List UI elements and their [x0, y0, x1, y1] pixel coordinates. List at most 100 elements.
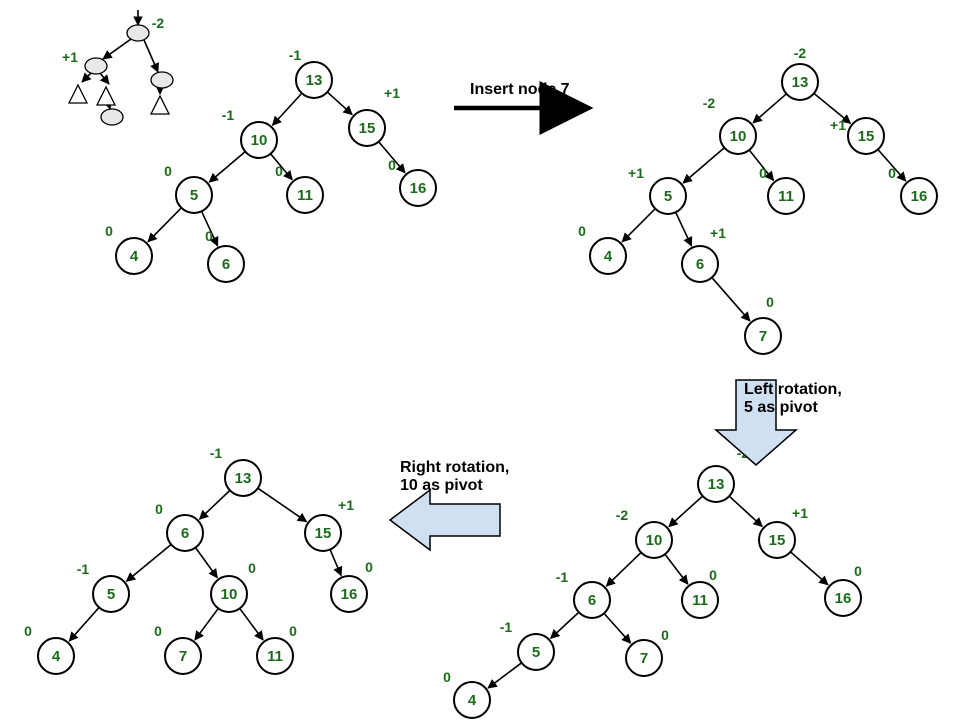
tree-edge — [195, 608, 218, 639]
node-value: 16 — [835, 590, 852, 607]
node-value: 15 — [315, 525, 332, 542]
node-value: 5 — [190, 187, 198, 204]
node-value: 11 — [778, 188, 794, 205]
node-value: 6 — [181, 525, 189, 542]
node-value: 5 — [664, 188, 672, 205]
balance-factor: +1 — [710, 225, 726, 241]
node-value: 4 — [52, 648, 61, 665]
tree-edge — [258, 488, 307, 521]
balance-factor: -1 — [77, 561, 90, 577]
balance-factor: 0 — [759, 165, 767, 181]
balance-factor: -1 — [500, 619, 513, 635]
tree-edge — [712, 278, 750, 321]
node-value: 10 — [730, 128, 747, 145]
balance-factor: 0 — [205, 228, 213, 244]
caption-right-rotation: Right rotation,10 as pivot — [400, 459, 509, 494]
node-value: 11 — [297, 187, 313, 204]
tree-edge — [622, 209, 655, 242]
tree-edge — [196, 548, 218, 578]
node-value: 6 — [696, 256, 704, 273]
tree-after-insert: 13-210-215+15+1110160406+170 — [578, 45, 937, 354]
abstract-edge — [82, 73, 91, 82]
balance-factor: -1 — [210, 445, 223, 461]
abstract-node — [101, 109, 123, 125]
caption-insert: Insert node 7 — [470, 81, 570, 98]
node-value: 4 — [604, 248, 613, 265]
node-value: 10 — [646, 532, 663, 549]
node-value: 13 — [708, 476, 725, 493]
node-value: 10 — [221, 586, 238, 603]
balance-factor: 0 — [388, 157, 396, 173]
node-value: 7 — [640, 650, 648, 667]
node-value: 16 — [911, 188, 928, 205]
balance-factor: +1 — [62, 49, 78, 65]
tree-edge — [200, 490, 230, 519]
balance-factor: -2 — [152, 15, 165, 31]
balance-factor: +1 — [338, 497, 354, 513]
abstract-edge — [144, 40, 158, 72]
balance-factor: 0 — [661, 627, 669, 643]
node-value: 5 — [107, 586, 115, 603]
node-value: 11 — [692, 592, 708, 609]
balance-factor: 0 — [888, 165, 896, 181]
balance-factor: 0 — [854, 563, 862, 579]
node-value: 6 — [222, 256, 230, 273]
node-value: 15 — [359, 120, 376, 137]
balance-factor: 0 — [105, 223, 113, 239]
balance-factor: -2 — [703, 95, 716, 111]
tree-edge — [676, 212, 692, 246]
balance-factor: 0 — [164, 163, 172, 179]
balance-factor: 0 — [275, 163, 283, 179]
balance-factor: -2 — [794, 45, 807, 61]
balance-factor: 0 — [155, 501, 163, 517]
tree-edge — [327, 92, 352, 114]
node-value: 16 — [341, 586, 358, 603]
tree-edge — [753, 94, 786, 123]
node-value: 6 — [588, 592, 596, 609]
tree-edge — [791, 552, 828, 585]
tree-edge — [551, 612, 579, 638]
node-value: 7 — [179, 648, 187, 665]
tree-edge — [126, 544, 171, 581]
tree-edge — [606, 553, 641, 587]
balance-factor: 0 — [24, 623, 32, 639]
abstract-node — [127, 25, 149, 41]
balance-factor: +1 — [792, 505, 808, 521]
balance-factor: 0 — [766, 294, 774, 310]
balance-factor: 0 — [443, 669, 451, 685]
balance-factor: 0 — [154, 623, 162, 639]
balance-factor: -2 — [616, 507, 629, 523]
abstract-edge — [103, 39, 131, 59]
tree-edge — [209, 152, 245, 182]
tree-after-left-rotation: 13-210-215+16-11101605-17040 — [443, 445, 862, 718]
tree-edge — [683, 148, 724, 183]
tree-edge — [148, 208, 181, 242]
abstract-subtree-icon — [97, 87, 115, 105]
node-value: 5 — [532, 644, 540, 661]
node-value: 10 — [251, 132, 268, 149]
balance-factor: +1 — [628, 165, 644, 181]
node-value: 4 — [468, 692, 477, 709]
balance-factor: 0 — [289, 623, 297, 639]
balance-factor: 0 — [578, 223, 586, 239]
balance-factor: +1 — [830, 117, 846, 133]
abstract-node — [85, 58, 107, 74]
tree-edge — [240, 608, 263, 639]
abstract-tree: -2 +1 — [62, 10, 173, 125]
tree-edge — [273, 93, 302, 125]
avl-rotation-diagram: -2+113-110-115+150110160406013-210-215+1… — [0, 0, 960, 720]
balance-factor: 0 — [248, 560, 256, 576]
tree-edge — [669, 496, 703, 527]
tree-after-right-rotation: 13-16015+15-11001604070110 — [24, 445, 373, 674]
node-value: 15 — [858, 128, 875, 145]
node-value: 13 — [306, 72, 323, 89]
node-value: 13 — [235, 470, 252, 487]
node-value: 7 — [759, 328, 767, 345]
tree-edge — [330, 550, 341, 576]
abstract-subtree-icon — [69, 85, 87, 103]
node-value: 4 — [130, 248, 139, 265]
right-rotation-arrow — [390, 490, 500, 550]
abstract-edge — [100, 73, 109, 84]
tree-edge — [488, 663, 522, 688]
node-value: 11 — [267, 648, 283, 665]
